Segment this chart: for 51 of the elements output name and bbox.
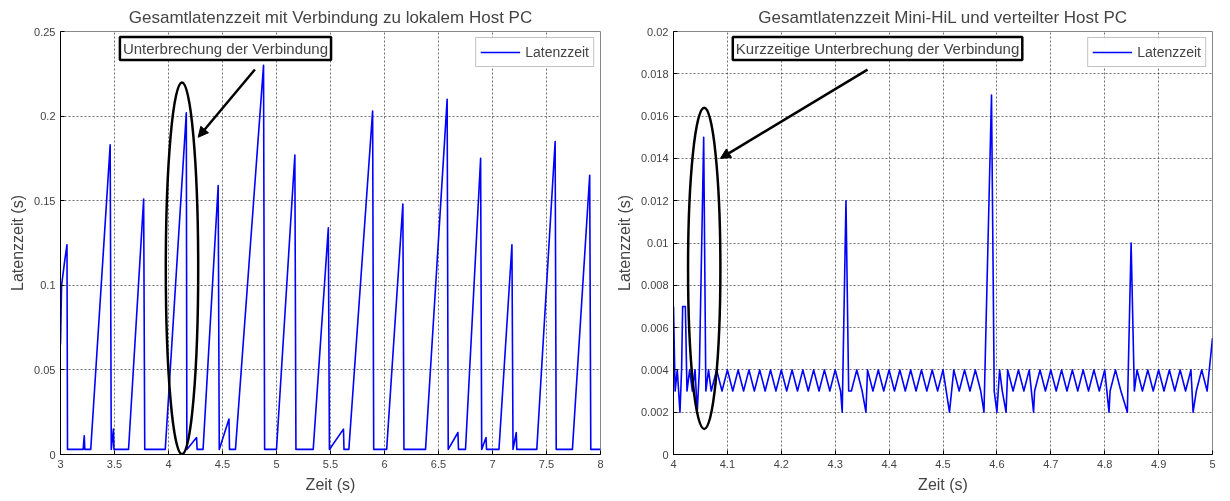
x-tick-label: 4.9 <box>1150 457 1167 470</box>
x-tick-label: 4.5 <box>935 457 951 470</box>
x-tick-label: 4 <box>165 457 172 470</box>
y-tick-label: 0.02 <box>647 25 669 38</box>
x-tick-label: 4 <box>670 457 677 470</box>
y-tick-label: 0.018 <box>640 67 669 80</box>
y-axis-title: Latenzzeit (s) <box>9 194 27 292</box>
y-tick-label: 0 <box>662 448 669 461</box>
y-tick-label: 0.012 <box>640 194 669 207</box>
x-tick-label: 4.8 <box>1097 457 1113 470</box>
x-tick-label: 6 <box>381 457 388 470</box>
x-axis-title: Zeit (s) <box>918 475 968 493</box>
y-tick-label: 0 <box>49 448 56 461</box>
x-tick-label: 7 <box>489 457 496 470</box>
x-tick-label: 4.4 <box>881 457 897 470</box>
y-tick-label: 0.05 <box>34 363 56 376</box>
x-tick-label: 4.6 <box>989 457 1005 470</box>
y-tick-label: 0.006 <box>640 321 669 334</box>
line-series <box>673 94 1213 413</box>
x-tick-label: 6.5 <box>430 457 447 470</box>
x-tick-label: 7.5 <box>538 457 555 470</box>
chart-title: Gesamtlatenzzeit mit Verbindung zu lokalem Host PC <box>128 7 533 27</box>
y-tick-label: 0.004 <box>640 363 669 376</box>
x-tick-label: 4.1 <box>719 457 736 470</box>
y-axis-title: Latenzzeit (s) <box>615 194 633 292</box>
y-tick-label: 0.1 <box>40 279 56 292</box>
y-tick-label: 0.25 <box>34 25 56 38</box>
x-tick-label: 3.5 <box>106 457 123 470</box>
y-tick-label: 0.014 <box>640 152 669 165</box>
x-tick-label: 8 <box>597 457 604 470</box>
x-tick-label: 4.3 <box>827 457 843 470</box>
chart-title: Gesamtlatenzzeit Mini-HiL und verteilter Host PC <box>758 7 1128 27</box>
x-tick-label: 5 <box>273 457 280 470</box>
x-tick-label: 4.2 <box>773 457 789 470</box>
x-tick-label: 5.5 <box>322 457 339 470</box>
x-tick-label: 5 <box>1209 457 1216 470</box>
y-tick-label: 0.002 <box>640 406 669 419</box>
line-series <box>60 64 601 451</box>
y-tick-label: 0.15 <box>34 194 56 207</box>
y-tick-label: 0.016 <box>640 110 669 123</box>
legend-label: Latenzzeit <box>1137 44 1201 60</box>
y-tick-label: 0.2 <box>40 110 56 123</box>
annotation: Unterbrechung der Verbindung <box>122 39 329 57</box>
x-tick-label: 4.5 <box>214 457 231 470</box>
legend-label: Latenzzeit <box>525 44 589 60</box>
x-tick-label: 3 <box>57 457 64 470</box>
annotation: Kurzzeitige Unterbrechung der Verbindung <box>735 39 1020 57</box>
y-tick-label: 0.008 <box>640 279 669 292</box>
y-tick-label: 0.01 <box>647 237 669 249</box>
x-tick-label: 4.7 <box>1043 457 1059 470</box>
x-axis-title: Zeit (s) <box>305 475 356 493</box>
